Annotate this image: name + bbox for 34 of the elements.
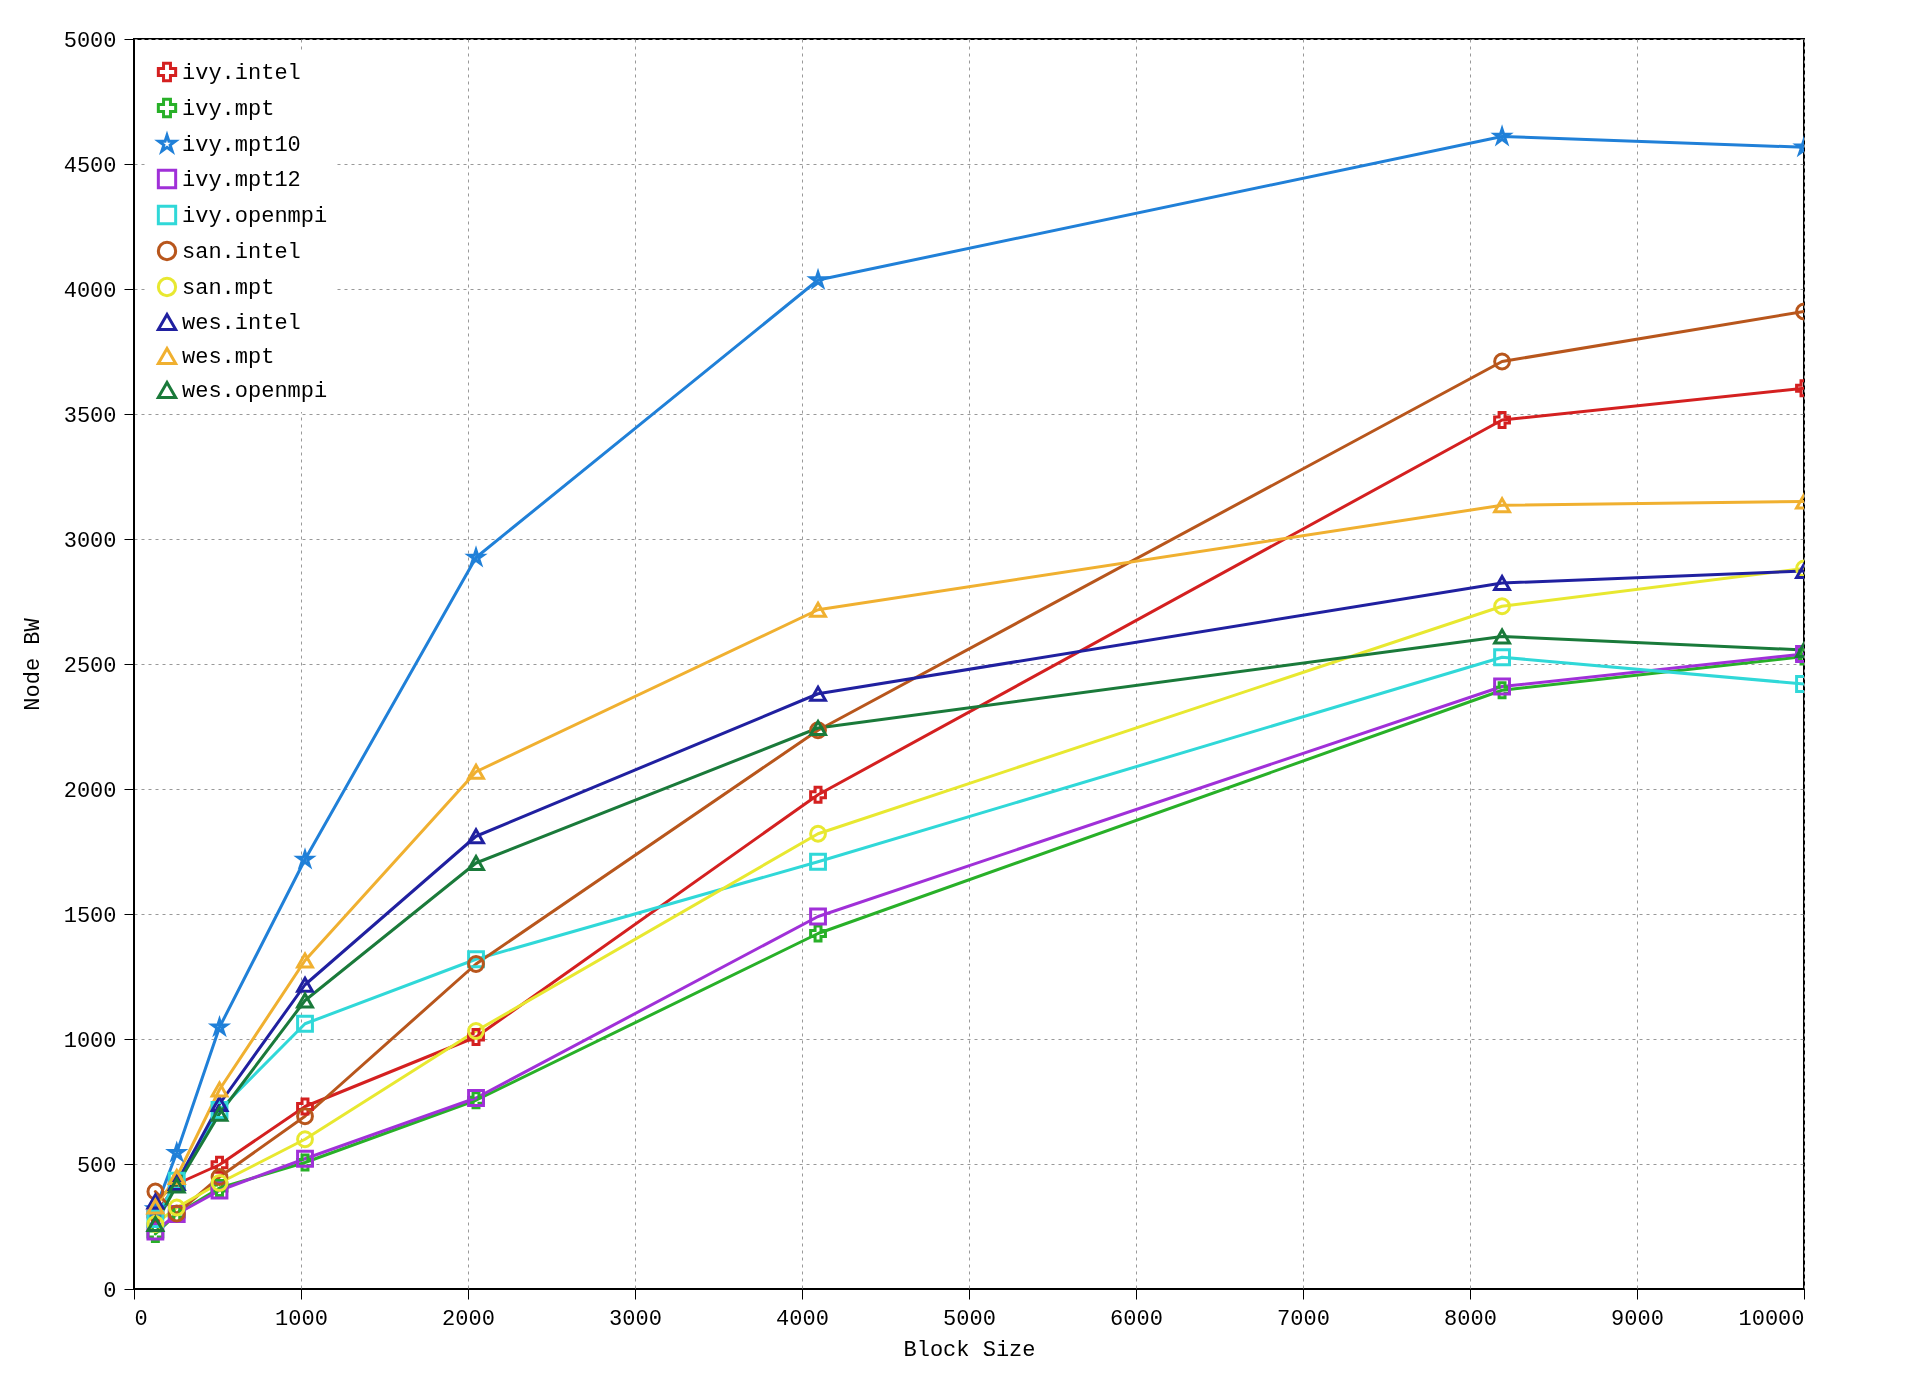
y-tick-label: 4500 [63,153,117,179]
x-axis-title: Block Size [903,1337,1036,1363]
x-tick-label: 0 [134,1306,148,1332]
x-tick-label: 8000 [1444,1306,1497,1332]
y-tick-label: 1500 [63,903,117,929]
y-tick-label: 5000 [63,28,117,54]
x-tick-label: 9000 [1611,1306,1664,1332]
y-tick-label: 3500 [63,403,117,429]
legend-label: ivy.mpt12 [182,168,301,193]
x-tick-label: 1000 [275,1306,328,1332]
y-axis-title: Node BW [20,617,46,711]
legend-label: ivy.intel [182,61,301,86]
x-tick-label: 2000 [442,1306,495,1332]
y-tick-label: 3000 [63,528,117,554]
legend-label: wes.intel [182,311,301,336]
y-tick-label: 2500 [63,653,117,679]
legend-label: san.intel [182,240,301,265]
legend-label: san.mpt [182,276,275,301]
y-tick-label: 4000 [63,278,117,304]
legend-label: ivy.openmpi [182,204,328,229]
x-tick-label: 7000 [1277,1306,1330,1332]
legend-label: ivy.mpt10 [182,133,301,158]
x-tick-label: 5000 [943,1306,996,1332]
y-tick-label: 0 [103,1278,117,1304]
y-tick-label: 500 [76,1153,117,1179]
y-tick-label: 2000 [63,778,117,804]
y-tick-label: 1000 [63,1028,117,1054]
legend-label: wes.openmpi [182,379,328,404]
x-tick-label: 10000 [1738,1306,1805,1332]
x-tick-label: 6000 [1110,1306,1163,1332]
legend-label: ivy.mpt [182,97,275,122]
x-tick-label: 3000 [609,1306,662,1332]
x-tick-label: 4000 [776,1306,829,1332]
legend-label: wes.mpt [182,345,275,370]
